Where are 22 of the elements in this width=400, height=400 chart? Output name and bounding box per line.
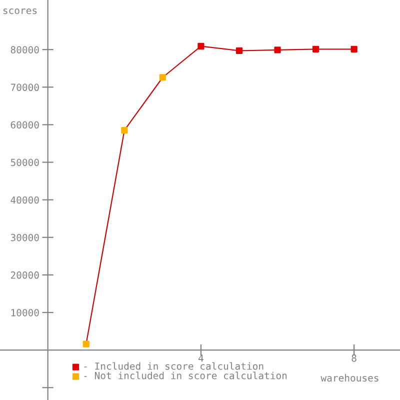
point xyxy=(312,46,320,52)
y-tick-label: 40000 xyxy=(10,196,39,204)
legend-label: - Included in score calculation xyxy=(84,362,264,370)
point xyxy=(236,47,243,54)
x-axis-title: warehouses xyxy=(320,374,378,382)
y-axis-title: scores xyxy=(3,8,37,14)
point xyxy=(350,46,358,52)
legend-label: - Not included in score calculation xyxy=(84,372,287,380)
y-tick-label: 80000 xyxy=(10,46,39,54)
y-tick-label: 50000 xyxy=(10,158,39,166)
y-tick-label: 10000 xyxy=(11,308,39,316)
x-tick-label: 4 xyxy=(198,354,204,362)
point xyxy=(198,42,204,50)
point xyxy=(82,340,90,348)
point xyxy=(121,127,128,134)
x-tick-label: 8 xyxy=(352,354,356,362)
y-tick-label: 30000 xyxy=(10,234,39,242)
y-tick-label: 70000 xyxy=(10,84,39,91)
point xyxy=(274,46,281,54)
y-tick-label: 20000 xyxy=(10,271,39,279)
y-tick-label: 60000 xyxy=(10,121,39,129)
point xyxy=(159,74,166,81)
